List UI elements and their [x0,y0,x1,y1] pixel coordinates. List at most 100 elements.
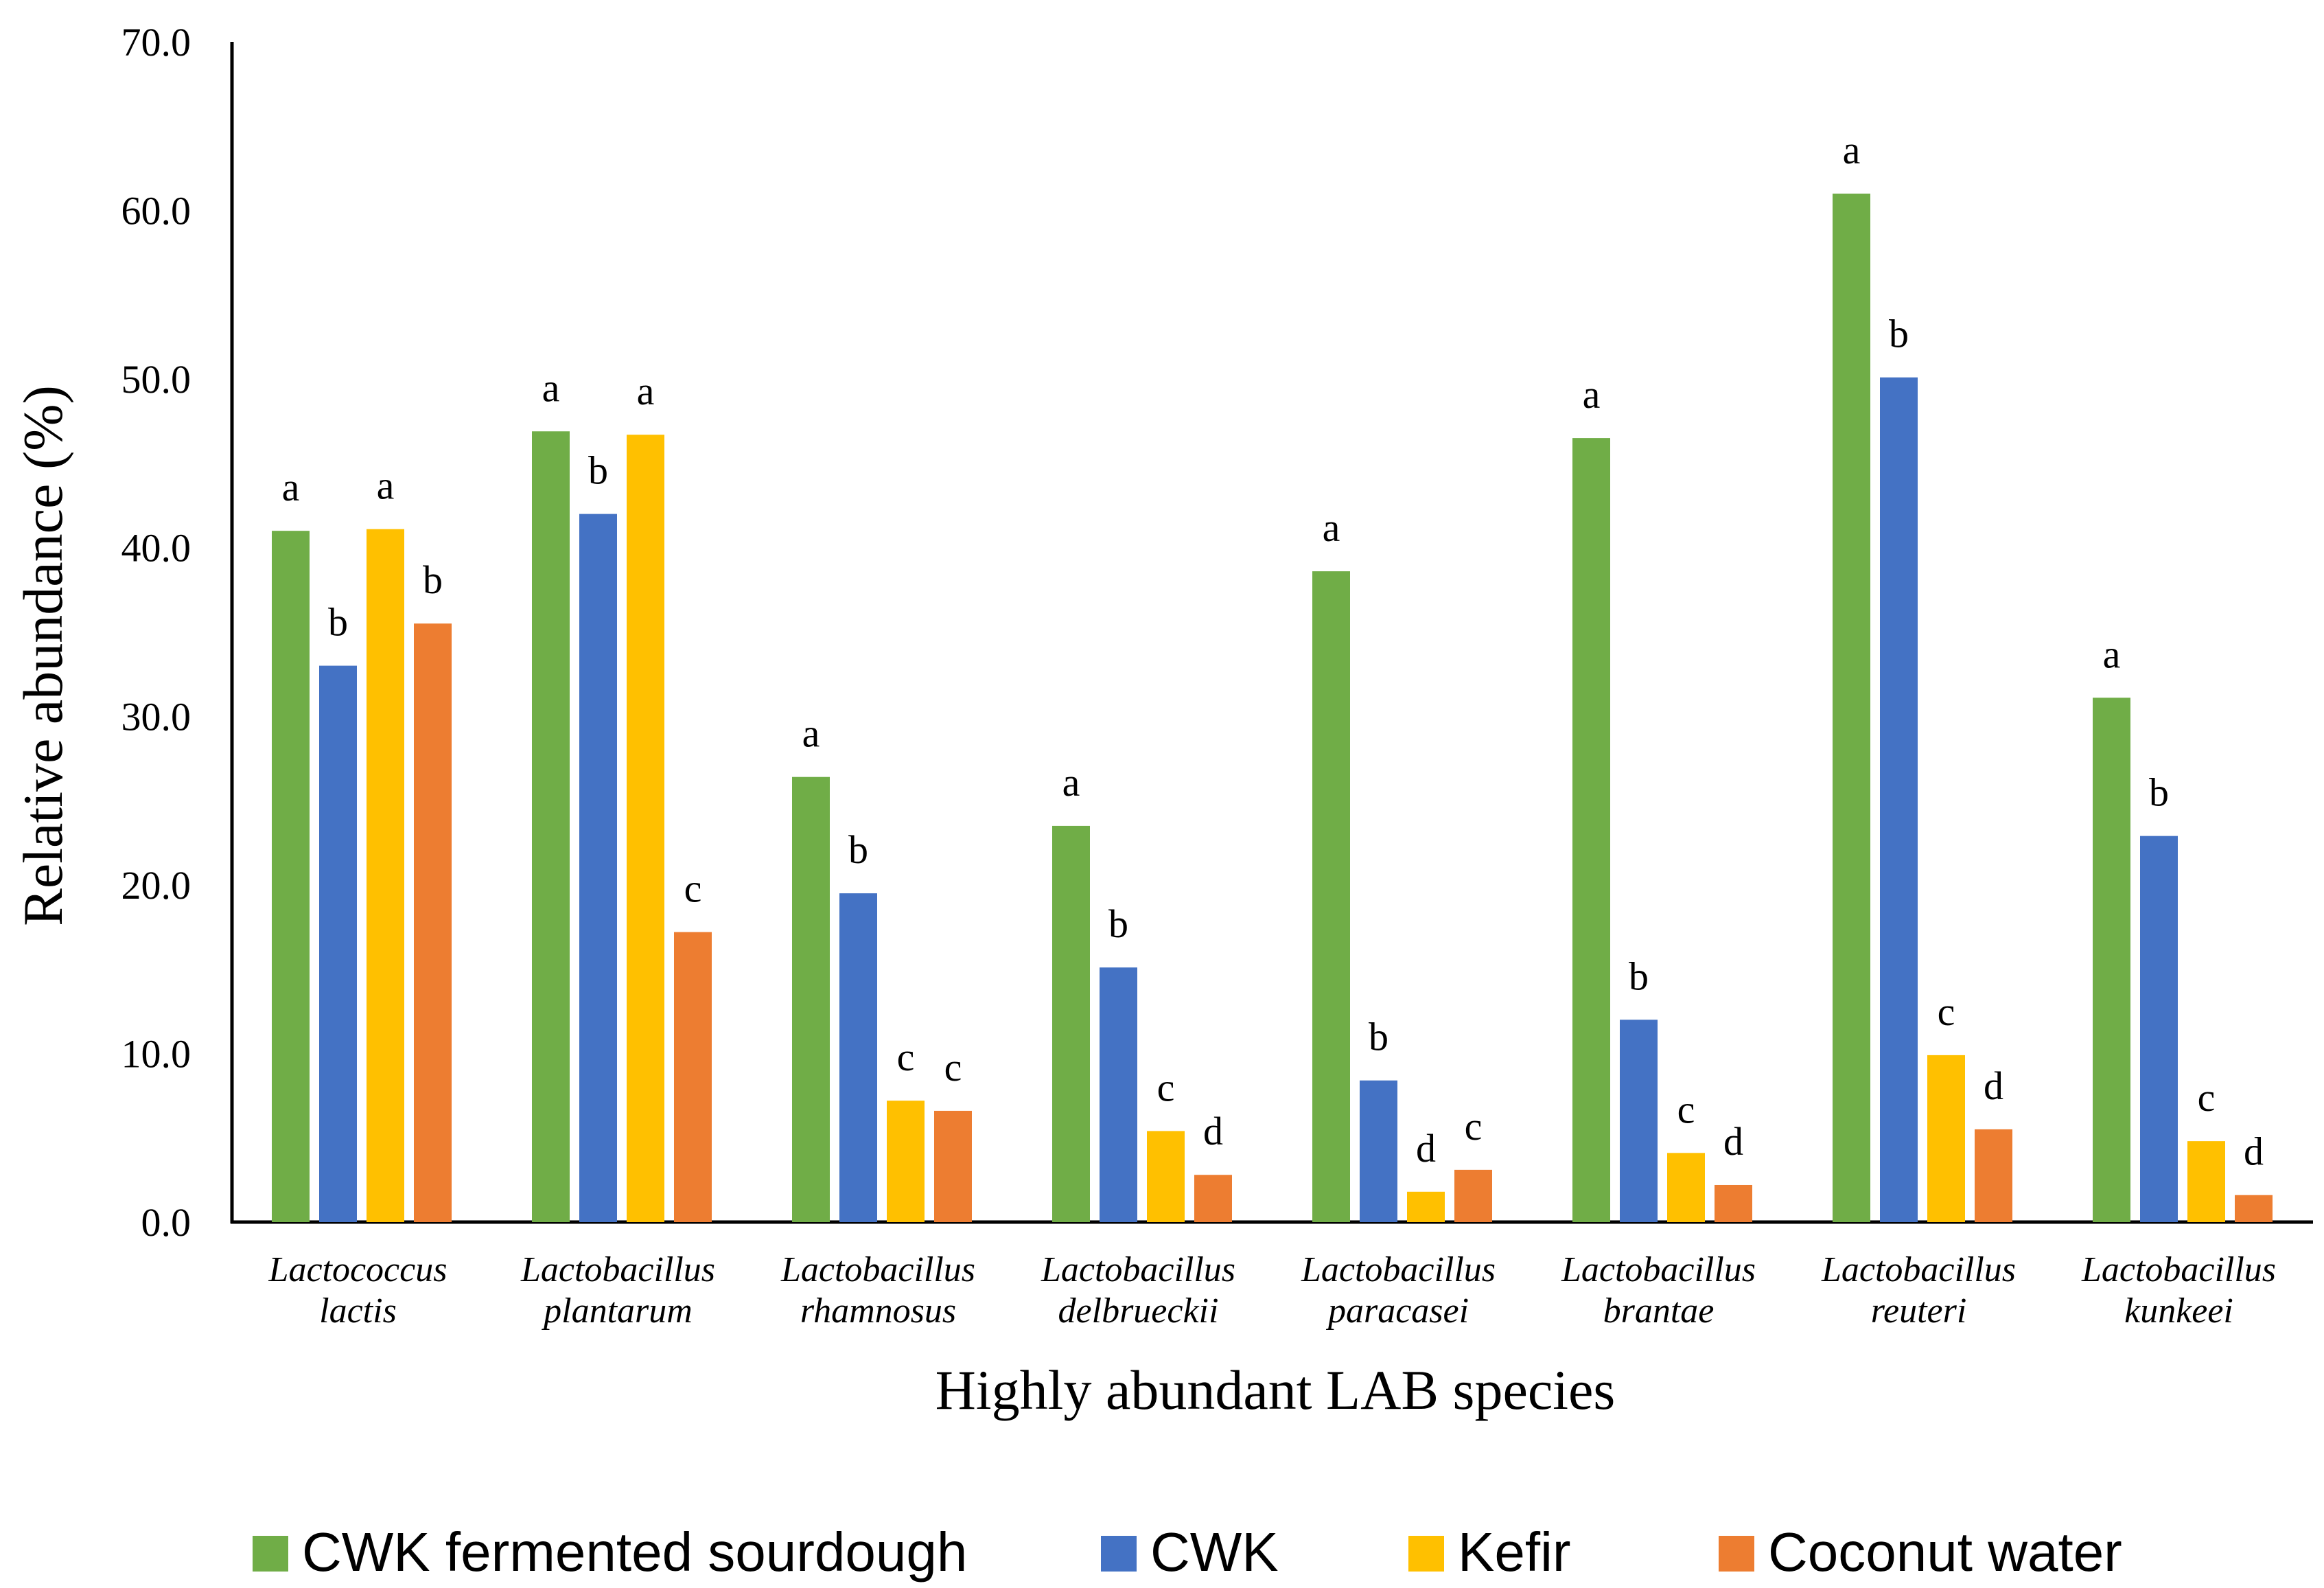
bar [1194,1175,1232,1222]
bar [1715,1184,1752,1222]
significance-letter: d [1203,1109,1223,1153]
significance-letter: c [944,1045,962,1090]
significance-letter: b [588,448,608,493]
legend-swatch [253,1536,288,1572]
bar [1147,1131,1185,1222]
significance-letter: c [684,866,702,911]
x-category-label-line: Lactobacillus [1301,1250,1496,1289]
x-category-labels: Lactococcus lactis Lactobacillus plantarum L… [268,1250,2277,1331]
significance-letter: b [423,557,443,602]
significance-letter: a [1583,372,1601,417]
bars [272,194,2273,1223]
significance-letter: d [1723,1119,1743,1164]
x-axis-title: Highly abundant LAB species [936,1359,1616,1421]
bar [272,531,310,1222]
significance-letter: b [328,600,348,645]
bar [2140,836,2178,1222]
significance-letter: c [1938,989,1955,1034]
y-tick-label: 30.0 [121,694,191,739]
significance-letter: a [2103,632,2121,676]
significance-letter: c [1157,1065,1175,1109]
x-category-label-line: brantae [1603,1291,1715,1331]
significance-letter: b [1108,901,1128,946]
significance-letter: d [1416,1126,1436,1171]
significance-letter: c [1465,1104,1483,1149]
significance-letter: a [637,369,655,413]
significance-letter: b [848,827,868,872]
bar [627,435,664,1223]
significance-letter: a [377,463,395,508]
x-category-label: Lactobacillus delbrueckii [1041,1250,1235,1331]
bar [1927,1055,1965,1222]
x-category-label: Lactobacillus brantae [1561,1250,1756,1331]
bar [1360,1080,1397,1222]
x-category-label-line: Lactobacillus [1561,1250,1756,1289]
bar [1667,1153,1705,1222]
bar [2187,1141,2225,1222]
significance-letter: a [282,465,300,509]
bar [1975,1129,2012,1222]
significance-letter: b [1629,954,1649,998]
x-category-label-line: Lactobacillus [780,1250,975,1289]
bar [2235,1195,2273,1222]
x-category-label-line: Lactococcus [268,1250,448,1289]
significance-letter: a [542,365,560,410]
x-category-label-line: lactis [319,1291,397,1331]
x-category-label: Lactobacillus kunkeei [2081,1250,2276,1331]
legend-swatch [1408,1536,1444,1572]
legend-swatch [1719,1536,1754,1572]
x-category-label-line: paracasei [1325,1291,1469,1331]
y-tick-label: 50.0 [121,357,191,402]
bar [579,514,617,1222]
legend-label: CWK [1150,1521,1279,1583]
significance-letter: c [2198,1075,2216,1120]
significance-letter: a [802,711,820,756]
significance-letter: b [1889,312,1909,356]
legend-label: Coconut water [1768,1521,2122,1583]
y-tick-label: 60.0 [121,189,191,233]
x-category-label: Lactobacillus paracasei [1301,1250,1496,1331]
significance-letter: c [897,1035,915,1079]
legend-label: Kefir [1458,1521,1571,1583]
significance-letter: a [1843,128,1861,172]
y-tick-label: 0.0 [141,1200,191,1245]
bar [1312,571,1350,1222]
bar [1454,1169,1492,1222]
significance-letter: a [1062,760,1080,805]
bar [532,431,570,1222]
legend: CWK fermented sourdough CWK Kefir Coconut w… [253,1521,2122,1583]
bar [1880,377,1918,1222]
bar [839,893,877,1222]
bar [1572,438,1610,1223]
bar [887,1101,925,1222]
y-axis-title: Relative abundance (%) [12,385,74,926]
significance-letter: c [1677,1087,1695,1131]
x-category-label-line: Lactobacillus [2081,1250,2276,1289]
significance-letter: d [1984,1063,2003,1108]
x-category-label: Lactococcus lactis [268,1250,448,1331]
bar [1100,967,1137,1222]
x-category-label-line: reuteri [1871,1291,1967,1331]
bar [414,623,452,1222]
x-category-label: Lactobacillus rhamnosus [780,1250,975,1331]
x-category-label-line: Lactobacillus [1041,1250,1235,1289]
axes [230,42,2313,1224]
legend-swatch [1101,1536,1137,1572]
bar [1407,1191,1445,1222]
bar [2093,698,2130,1222]
bar [674,932,712,1222]
x-category-label-line: Lactobacillus [1821,1250,2016,1289]
x-category-label: Lactobacillus plantarum [520,1250,715,1331]
bar [367,529,404,1222]
y-tick-label: 40.0 [121,526,191,571]
x-category-label-line: kunkeei [2124,1291,2233,1331]
bar [792,776,830,1222]
significance-letter: a [1323,505,1340,550]
x-category-label: Lactobacillus reuteri [1821,1250,2016,1331]
y-tick-label: 10.0 [121,1031,191,1076]
y-tick-label: 70.0 [121,20,191,65]
bar [319,665,357,1222]
bar [934,1110,972,1222]
y-tick-labels: 0.0 10.0 20.0 30.0 40.0 50.0 60.0 70.0 [121,20,191,1245]
